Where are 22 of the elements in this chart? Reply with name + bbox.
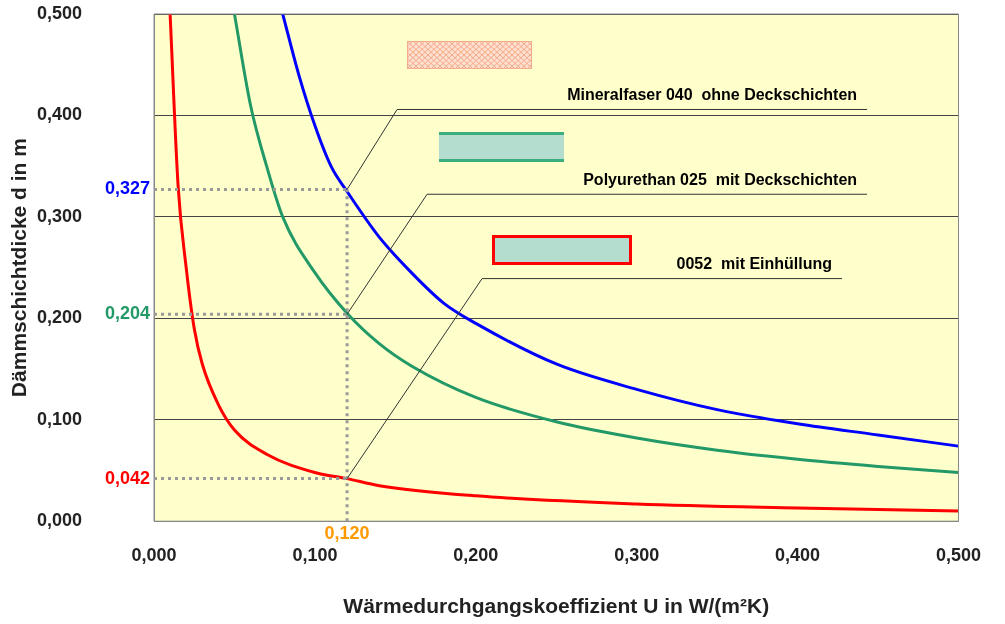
y-tick-label: 0,100 [36, 408, 82, 429]
line-series [168, 14, 959, 513]
y-axis-title: Dämmschichtdicke d in m [7, 138, 31, 398]
x-tick-label: 0,300 [614, 544, 660, 565]
annotation: 0052 mit Einhüllung [676, 255, 833, 272]
x-tick-label: 0,100 [292, 544, 338, 565]
ref-line-label: 0,042 [104, 467, 150, 488]
x-tick-label: 0,200 [453, 544, 499, 565]
ref-line-label: 0,120 [324, 523, 370, 544]
annotation: Mineralfaser 040 ohne Deckschichten [567, 85, 858, 103]
x-tick-label: 0,500 [935, 544, 981, 565]
x-axis-title: Wärmedurchgangskoeffizient U in W/(m²K) [343, 594, 770, 618]
ref-line-label: 0,327 [104, 178, 150, 199]
y-tick-label: 0,000 [36, 510, 82, 531]
ref-line-label: 0,204 [104, 303, 150, 324]
x-tick-label: 0,400 [775, 544, 821, 565]
y-tick-label: 0,200 [36, 307, 82, 328]
x-tick-label: 0,000 [131, 544, 177, 565]
y-tick-label: 0,400 [36, 104, 82, 125]
y-tick-label: 0,300 [36, 205, 82, 226]
y-tick-label: 0,500 [36, 2, 82, 23]
annotation: Polyurethan 025 mit Deckschichten [583, 170, 858, 188]
